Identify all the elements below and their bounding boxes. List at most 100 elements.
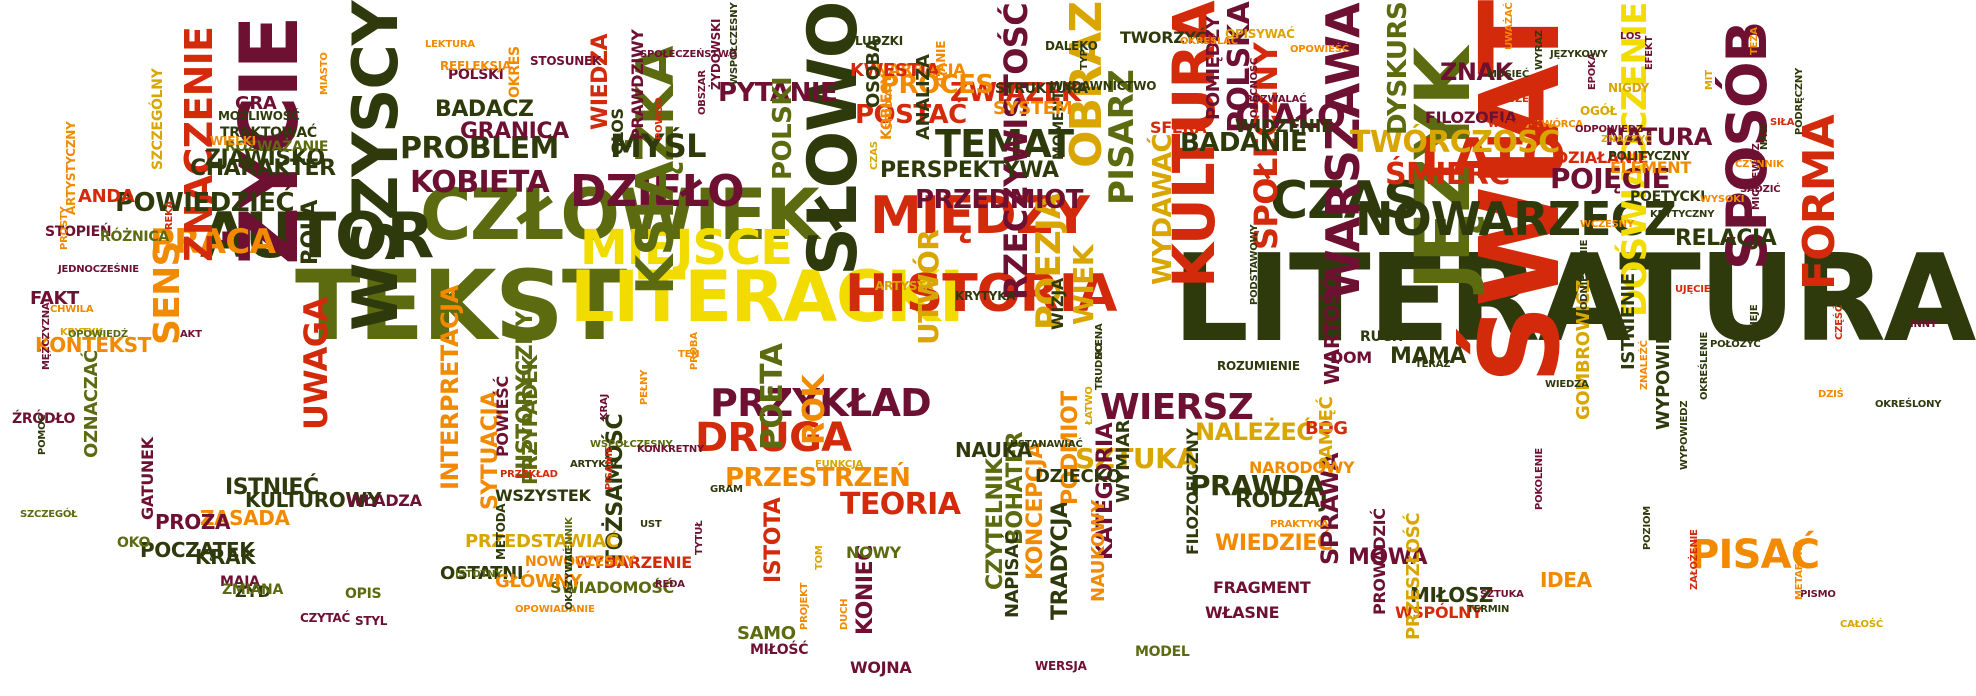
cloud-word: TWÓRCA [1535, 119, 1583, 130]
cloud-word: PROJEKT [799, 582, 810, 630]
cloud-word: POMOC [37, 414, 48, 455]
cloud-word: ODPOWIEDZ [1575, 124, 1643, 135]
cloud-word: MAJA [220, 574, 260, 590]
cloud-word: CZŁOWIEK [420, 174, 820, 256]
cloud-word: FILOZOFIA [1425, 108, 1517, 127]
cloud-word: IDEA [1540, 568, 1592, 592]
cloud-word: NAPISAĆ [1002, 531, 1023, 618]
cloud-word: PRZESTRZEŃ [725, 463, 911, 493]
cloud-word: PROCES [880, 70, 994, 100]
cloud-word: OKREŚLONY [1875, 399, 1942, 410]
cloud-word: DZIEJE [1749, 304, 1760, 340]
cloud-word: REFLEKSJA [440, 59, 512, 73]
cloud-word: ZWIĄZEK [950, 78, 1081, 108]
cloud-word: TEMAT [935, 122, 1074, 166]
cloud-word: WIERSZ [1100, 387, 1254, 428]
cloud-word: STOSUNEK [530, 54, 602, 68]
cloud-word: ŚMIERĆ [1385, 157, 1510, 192]
cloud-word: LATO [1420, 128, 1566, 188]
cloud-word: WIEDZIEĆ [1215, 531, 1333, 556]
cloud-word: OBECNOŚĆ [1249, 57, 1260, 118]
cloud-word: LOS [1620, 31, 1642, 42]
cloud-word: FRAGMENT [1213, 578, 1311, 597]
cloud-word: OPIS [345, 586, 382, 602]
cloud-word: OPISYWAĆ [1225, 27, 1295, 41]
cloud-word: UJĘCIE [1675, 284, 1711, 295]
cloud-word: MOWA [1348, 545, 1428, 570]
cloud-word: USTANAWIAĆ [1010, 439, 1083, 450]
cloud-word: TEKST [295, 250, 627, 362]
cloud-word: PRZYKŁAD [710, 381, 932, 425]
cloud-word: ISTOTA [761, 497, 786, 583]
cloud-word: NOWOCZESNY [525, 554, 636, 570]
cloud-word: TEZA [1749, 27, 1760, 55]
cloud-word: WYDARZENIE [575, 553, 692, 572]
cloud-word: PRZEDSTAWIAĆ [465, 531, 619, 552]
cloud-word: MICKIEWICZ [1751, 143, 1762, 210]
cloud-word: KRAK [195, 545, 256, 569]
cloud-word: PRZEKŁAD [500, 469, 558, 480]
cloud-word: GRAM [710, 484, 743, 495]
cloud-word: OGÓŁ [1580, 104, 1617, 118]
cloud-word: OKAZYWAĆ [564, 547, 575, 610]
cloud-word: WARTOŚĆ [1320, 276, 1344, 385]
cloud-word: NARODOWY [1249, 458, 1355, 477]
cloud-word: ZAŁOŻENIE [1689, 529, 1700, 590]
cloud-word: WIZJA [1048, 278, 1067, 330]
cloud-word: ISTOTNY [455, 569, 503, 580]
cloud-word: KRYTYK [60, 327, 103, 338]
cloud-word: RODZAJ [1235, 488, 1328, 513]
cloud-word: PISMO [1800, 589, 1836, 600]
cloud-word: WYPADEK [1488, 119, 1542, 130]
cloud-word: FORMA [1794, 115, 1845, 290]
cloud-word: POWÓD [654, 97, 665, 140]
cloud-word: MODEL [1135, 644, 1190, 660]
cloud-word: PODRĘCZNY [1794, 67, 1805, 135]
cloud-word: ARTYKUŁ [570, 459, 620, 470]
cloud-word: REKA [164, 200, 175, 230]
cloud-word: OKO [117, 535, 151, 551]
cloud-word: OKREŚLENIE [1699, 331, 1710, 400]
cloud-word: TERAZ [1415, 359, 1451, 370]
cloud-word: FILOZOFICZNY [1183, 428, 1202, 555]
cloud-word: ANDA [78, 186, 135, 207]
cloud-word: MIŁOSZ [1410, 583, 1493, 607]
cloud-word: NALEŻEĆ [1195, 418, 1314, 446]
cloud-word: STYL [355, 614, 388, 628]
cloud-word: PODSTAWOWY [1249, 224, 1260, 305]
cloud-word: POETYCKI [1630, 189, 1706, 205]
cloud-word: MIŁOŚĆ [750, 642, 809, 658]
cloud-word: MAMA [1390, 344, 1467, 369]
cloud-word: PROBLEM [400, 131, 559, 166]
cloud-word: ŚWIADOMOŚĆ [550, 578, 674, 597]
cloud-word: WSPÓLNY [1395, 603, 1483, 622]
cloud-word: ODNIESIENIE [1579, 239, 1590, 310]
cloud-word: RÓŻNICA [100, 229, 169, 245]
cloud-word: MIEJSCE [580, 220, 793, 276]
cloud-word: MOŻLIWOŚĆ [218, 109, 300, 123]
cloud-word: NAUKA [955, 438, 1032, 462]
cloud-word: NATURA [1605, 123, 1712, 151]
cloud-word: ZJAWISKO [205, 146, 325, 171]
cloud-word: SZCZEGÓŁ [20, 509, 78, 520]
cloud-word: ISTNIEĆ [225, 475, 319, 500]
cloud-word: POŁOŻYĆ [1710, 339, 1761, 350]
cloud-word: POWIEŚĆ [493, 376, 512, 457]
cloud-word: SĄDZIĆ [1740, 184, 1781, 195]
cloud-word: OKREŚLAĆ [1180, 36, 1238, 47]
cloud-word: TYTUŁ [694, 520, 705, 555]
cloud-word: WYMIAR [1113, 419, 1134, 503]
cloud-word: POSTAĆ [855, 100, 967, 130]
cloud-word: STOPIEŃ [45, 224, 112, 240]
cloud-word: PRZEDMIOT [915, 185, 1084, 215]
cloud-word: ISTNIENIE [1618, 273, 1639, 370]
cloud-word: UST [640, 519, 662, 530]
cloud-word: CIAŁO [1235, 97, 1346, 137]
cloud-word: DYSKURS [1383, 2, 1413, 136]
cloud-word: OPOWIEŚĆ [1290, 44, 1349, 55]
cloud-word: JEDNOCZEŚNIE [58, 264, 139, 275]
cloud-word: WIELKI [210, 134, 256, 148]
cloud-word: ARTYSTA [875, 279, 934, 293]
cloud-word: WERSJA [1035, 659, 1087, 673]
